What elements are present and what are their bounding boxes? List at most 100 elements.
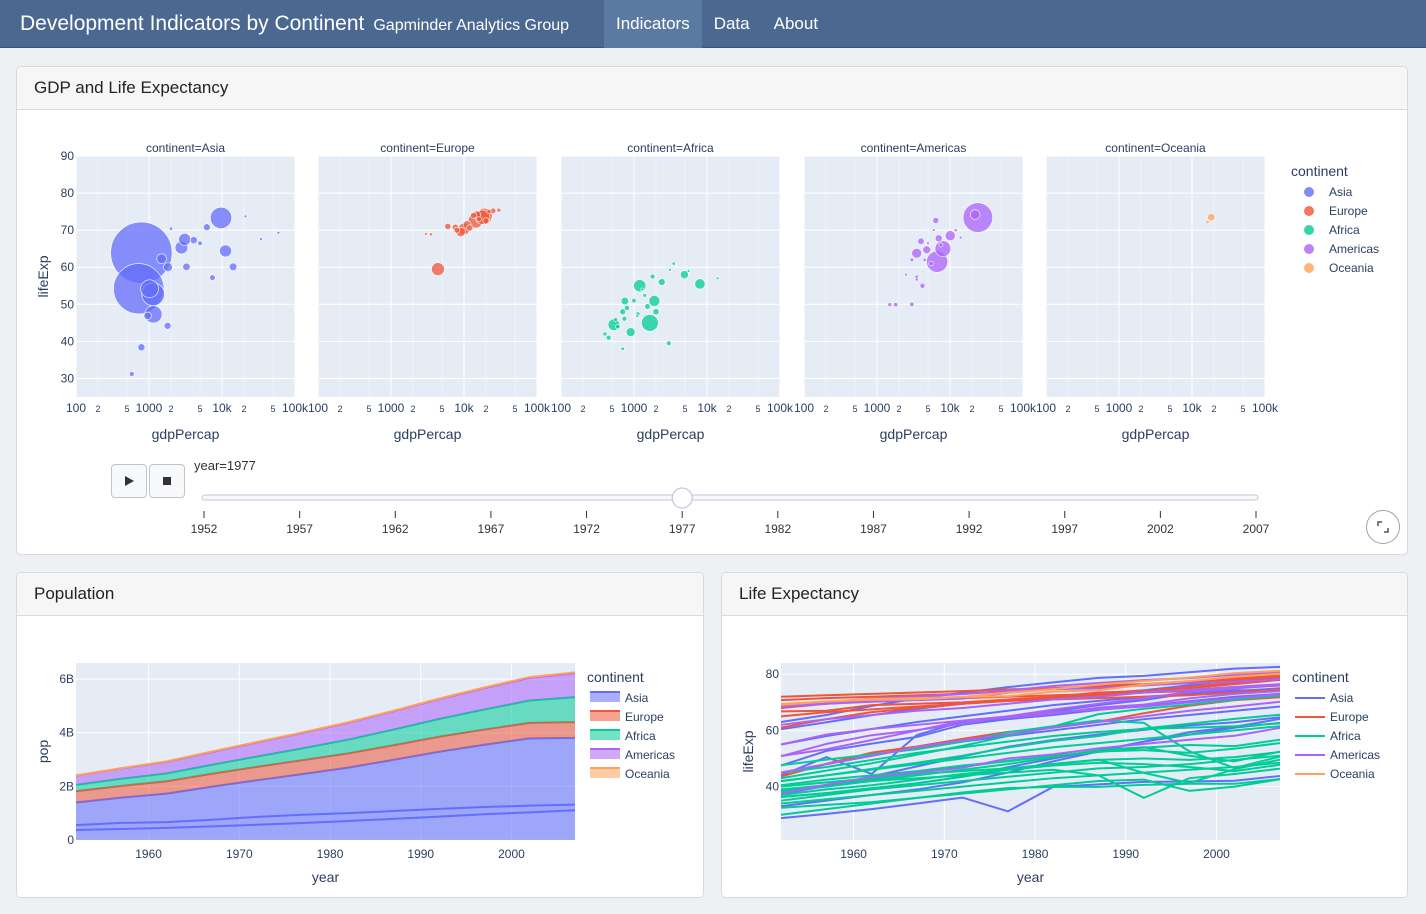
expand-icon: [1377, 521, 1389, 533]
x-tick-label: 1970: [931, 847, 958, 861]
data-point: [259, 237, 263, 241]
x-tick-label: 100: [66, 401, 86, 415]
x-tick-label: 5: [683, 404, 688, 414]
x-tick-label: 1990: [1112, 847, 1139, 861]
gdp-chart-area: continent=Asia 100 2 5 1000 2 5 10k 2 5 100k gdpPer…: [17, 110, 1408, 555]
area-series-americas: [76, 673, 575, 785]
x-tick-label: 10k: [212, 401, 232, 415]
data-point: [671, 261, 676, 266]
legend-item: Americas: [1330, 748, 1380, 762]
data-point: [602, 331, 608, 337]
y-tick-label: 60: [766, 723, 780, 737]
x-tick-label: 5: [756, 404, 761, 414]
data-point: [444, 222, 452, 230]
data-point: [140, 279, 159, 298]
slider-tick-label: 1997: [1051, 522, 1078, 536]
expand-button[interactable]: [1366, 510, 1400, 544]
nav-link-indicators[interactable]: Indicators: [604, 0, 702, 48]
x-tick-label: 1960: [135, 847, 162, 861]
data-point: [496, 207, 502, 213]
legend-swatch: [590, 768, 620, 778]
data-point: [911, 247, 923, 259]
x-tick-label: 100: [551, 401, 571, 415]
legend-item: Europe: [625, 710, 664, 724]
series-line-africa: [780, 722, 1281, 774]
series-line-oceania: [780, 672, 1281, 706]
y-tick-label: 40: [61, 334, 75, 348]
x-tick-label: 10k: [940, 401, 960, 415]
data-point: [934, 240, 952, 257]
x-tick-label: 5: [999, 404, 1004, 414]
data-point: [429, 232, 433, 237]
population-chart[interactable]: 0 2B 4B 6B 1960 1970 1980 1990 2000 year pop contin…: [17, 616, 704, 898]
x-tick-label: 100k: [1010, 401, 1037, 415]
x-tick-label: 2: [726, 404, 731, 414]
data-point: [620, 296, 629, 306]
x-tick-label: 5: [926, 404, 931, 414]
facet-title: continent=Americas: [861, 141, 967, 155]
facet-plot-bg: [804, 156, 1023, 397]
nav-link-data[interactable]: Data: [713, 14, 750, 33]
data-point: [666, 340, 672, 346]
x-tick-label: 1980: [1022, 847, 1049, 861]
legend-marker: [1304, 244, 1314, 254]
gdp-lifeexp-chart[interactable]: continent=Asia 100 2 5 1000 2 5 10k 2 5 100k gdpPer…: [17, 110, 1408, 555]
legend-item: Europe: [1330, 710, 1369, 724]
x-tick-label: 5: [1168, 404, 1173, 414]
brand[interactable]: Development Indicators by Continent Gapm…: [20, 12, 569, 36]
data-point: [475, 216, 482, 222]
life-expectancy-chart[interactable]: 40 60 80 1960 1970 1980 1990 2000 year lifeExp con…: [722, 616, 1408, 898]
data-point: [932, 228, 936, 232]
x-tick-label: 2: [168, 404, 173, 414]
facet-title: continent=Africa: [627, 141, 714, 155]
play-button[interactable]: [111, 464, 147, 498]
facet-title: continent=Asia: [146, 141, 225, 155]
series-line-americas: [780, 683, 1281, 758]
y-tick-label: 50: [61, 297, 75, 311]
app-subtitle: Gapminder Analytics Group: [373, 16, 570, 34]
area-series-europe: [76, 722, 575, 803]
data-point: [909, 257, 915, 262]
x-tick-label: 1980: [317, 847, 344, 861]
data-point: [486, 209, 492, 215]
data-point: [453, 226, 461, 234]
card-title: GDP and Life Expectancy: [34, 78, 229, 97]
x-tick-label: 1000: [136, 401, 163, 415]
legend-swatch: [590, 730, 620, 740]
y-axis-title: lifeExp: [740, 730, 756, 772]
legend-item: Americas: [1329, 242, 1379, 256]
data-point: [470, 212, 477, 219]
data-point: [887, 302, 893, 308]
country-line: [75, 809, 576, 832]
data-point: [219, 244, 232, 258]
nav-link-about[interactable]: About: [773, 14, 819, 33]
data-point: [642, 293, 647, 298]
data-point: [182, 262, 191, 271]
y-tick-label: 60: [61, 260, 75, 274]
series-line-americas: [780, 693, 1281, 746]
stop-button[interactable]: [149, 464, 185, 498]
series-line-africa: [780, 742, 1281, 787]
x-tick-label: 5: [125, 404, 130, 414]
data-point: [631, 298, 637, 304]
data-point: [228, 262, 238, 272]
data-point: [652, 308, 660, 316]
x-tick-label: 1000: [864, 401, 891, 415]
data-point: [969, 209, 981, 220]
x-axis-title: gdpPercap: [1122, 426, 1190, 442]
data-point: [919, 282, 926, 289]
data-point: [621, 316, 628, 322]
data-point: [657, 278, 666, 286]
legend-marker: [1304, 206, 1314, 216]
x-axis-title: year: [1017, 869, 1045, 885]
card-header: Life Expectancy: [722, 573, 1407, 616]
app-title: Development Indicators by Continent: [20, 11, 365, 35]
legend-swatch: [590, 692, 620, 702]
y-tick-label: 90: [61, 149, 75, 163]
x-tick-label: 1970: [226, 847, 253, 861]
data-point: [178, 233, 192, 246]
legend-item: Europe: [1329, 204, 1368, 218]
year-slider[interactable]: 1952 1957 1962 1967 1972 1977 1982 1987 1992 1997…: [17, 470, 1408, 550]
legend-swatch: [590, 711, 620, 721]
legend-swatch: [590, 749, 620, 759]
